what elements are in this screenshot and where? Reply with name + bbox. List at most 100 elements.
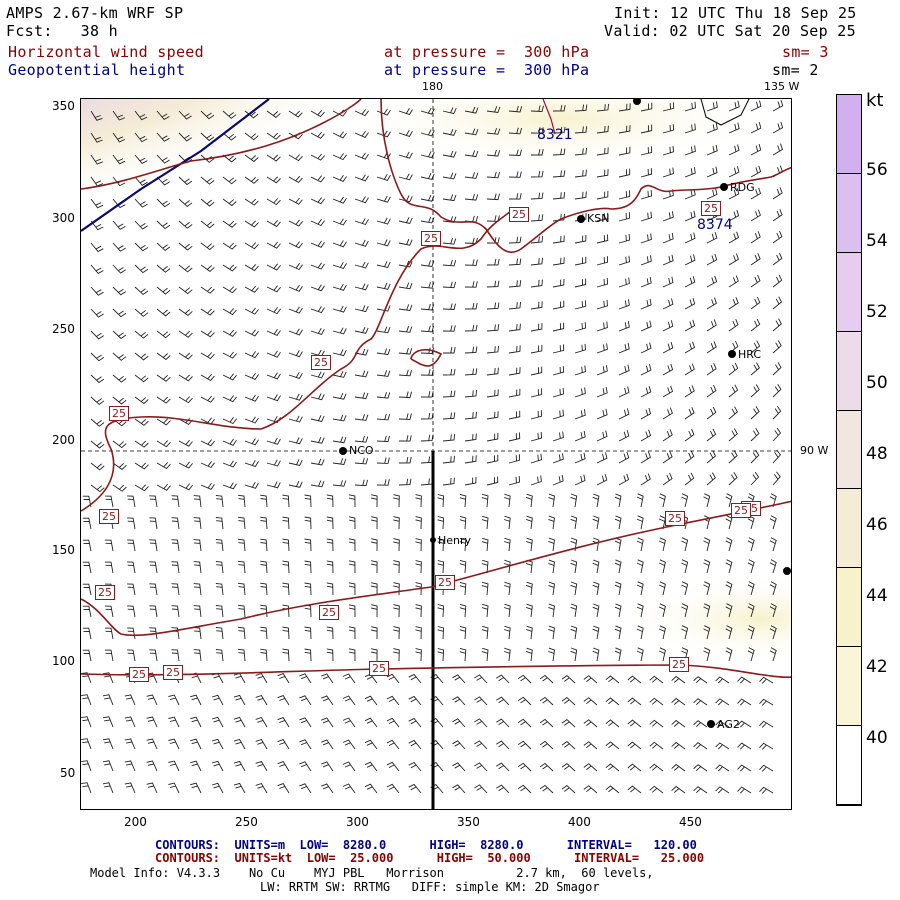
- wind-barb: [552, 453, 564, 464]
- wind-barb: [596, 190, 609, 200]
- wind-barb: [127, 649, 136, 662]
- wind-barb: [464, 346, 478, 354]
- wind-barb: [81, 716, 92, 728]
- wind-barb: [104, 561, 114, 574]
- wind-barb: [706, 341, 717, 354]
- wind-barb: [178, 439, 193, 447]
- wind-barb: [715, 742, 730, 750]
- wind-barb: [200, 395, 215, 403]
- wind-barb: [215, 539, 224, 552]
- wind-barb: [684, 428, 695, 442]
- wind-barb: [759, 786, 774, 794]
- wind-barb: [304, 626, 312, 640]
- wind-barb: [156, 374, 171, 382]
- wind-barb: [342, 783, 356, 794]
- wind-barb: [706, 275, 718, 288]
- wind-barb: [747, 581, 755, 596]
- wind-barb: [481, 581, 489, 596]
- wind-barb: [442, 194, 457, 202]
- wind-barb: [376, 479, 390, 486]
- wind-barb: [531, 149, 544, 156]
- wind-barb: [171, 649, 180, 662]
- wind-barb: [102, 672, 114, 684]
- field2-name: Geopotential height: [8, 61, 186, 79]
- wind-barb: [530, 453, 542, 464]
- wind-barb: [526, 603, 533, 618]
- wind-barb: [552, 126, 566, 134]
- wind-barb: [332, 218, 347, 226]
- wind-barb: [200, 330, 215, 338]
- wind-barb: [348, 648, 356, 662]
- wind-barb: [127, 495, 136, 508]
- wind-barb: [398, 108, 413, 116]
- wind-barb: [640, 102, 653, 112]
- wind-barb: [570, 515, 578, 530]
- wind-barb: [486, 193, 500, 201]
- wind-barb: [570, 493, 578, 508]
- wind-barb: [596, 256, 609, 266]
- wind-barb: [420, 391, 434, 398]
- wind-barb: [486, 106, 501, 113]
- wind-barb: [222, 242, 237, 250]
- wind-barb: [420, 107, 435, 115]
- wind-barb: [496, 740, 510, 750]
- wind-barb: [636, 493, 644, 508]
- wind-barb: [684, 276, 696, 288]
- wind-barb: [769, 515, 777, 530]
- wind-barb: [671, 719, 686, 728]
- wind-barb: [464, 172, 479, 179]
- wind-barb: [750, 428, 760, 442]
- wind-barb: [772, 99, 784, 112]
- wind-barb: [266, 437, 281, 445]
- wind-barb: [486, 432, 499, 442]
- wind-barb: [747, 559, 755, 574]
- wind-barb: [408, 717, 422, 728]
- wind-barb: [681, 493, 689, 508]
- wind-barb: [503, 515, 511, 530]
- wind-barb: [662, 320, 674, 332]
- wind-barb: [442, 259, 457, 267]
- wind-shading-right: [621, 574, 791, 664]
- footer-model-info: Model Info: V4.3.3 No Cu MYJ PBL Morriso…: [90, 866, 654, 880]
- x-tick-label: 350: [457, 815, 480, 829]
- speed-contour-label: 25: [109, 406, 129, 421]
- wind-barb: [233, 716, 246, 728]
- wind-barb: [277, 673, 290, 684]
- wind-barb: [552, 278, 565, 288]
- colorbar-segment: [837, 173, 861, 253]
- wind-barb: [592, 603, 600, 618]
- wind-barb: [149, 649, 158, 662]
- wind-barb: [420, 260, 435, 267]
- wind-barb: [277, 783, 290, 794]
- wind-barb: [342, 761, 356, 772]
- wind-barb: [260, 604, 268, 618]
- wind-barb: [260, 494, 268, 508]
- wind-barb: [728, 406, 738, 420]
- wind-barb: [321, 673, 334, 684]
- wind-barb: [288, 415, 303, 423]
- wind-barb: [266, 176, 281, 184]
- map-plot[interactable]: NCO Henry HRC RDG KSN AG2 8321 8374 25 25…: [80, 98, 792, 810]
- wind-barb: [706, 101, 718, 112]
- wind-barb: [627, 763, 642, 772]
- wind-barb: [299, 695, 312, 706]
- wind-barb: [464, 193, 479, 201]
- wind-barb: [420, 369, 434, 376]
- forecast-hour: Fcst: 38 h: [6, 22, 118, 40]
- wind-barb: [750, 122, 762, 134]
- wind-barb: [574, 343, 586, 354]
- wind-barb: [737, 720, 752, 728]
- wind-barb: [574, 234, 587, 244]
- wind-barb: [244, 460, 259, 468]
- wind-barb: [684, 101, 696, 112]
- wind-barb: [442, 477, 455, 486]
- wind-barb: [171, 561, 180, 574]
- wind-barb: [156, 308, 171, 317]
- wind-barb: [662, 102, 675, 112]
- colorbar-segment: [837, 95, 861, 174]
- wind-barb: [354, 479, 369, 487]
- wind-barb: [277, 761, 290, 772]
- wind-barb: [772, 340, 782, 354]
- wind-barb: [605, 675, 620, 684]
- wind-barb: [539, 674, 554, 684]
